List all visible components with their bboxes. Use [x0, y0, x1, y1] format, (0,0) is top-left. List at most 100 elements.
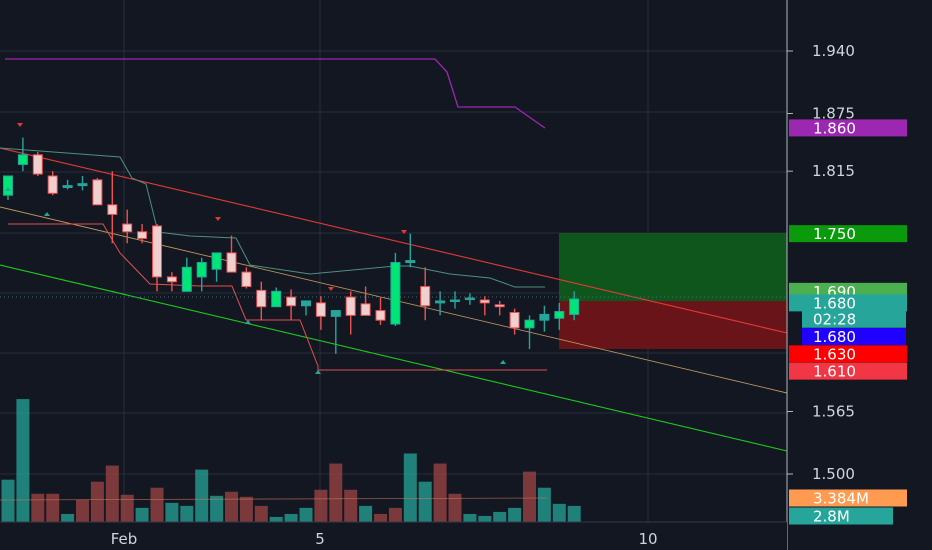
candle-body: [345, 296, 356, 316]
volume-bar: [165, 502, 179, 522]
drawings: [0, 58, 788, 452]
candle-body: [301, 300, 311, 307]
volume-tag: [789, 489, 907, 507]
candle-body: [3, 175, 13, 196]
candle[interactable]: [241, 267, 252, 289]
volume-tag: [789, 507, 893, 525]
candle[interactable]: [405, 233, 416, 268]
candle-body: [226, 252, 237, 273]
green-channel-line[interactable]: [0, 264, 788, 452]
candle-body: [152, 225, 162, 278]
candle[interactable]: [509, 308, 520, 335]
candle-body: [494, 304, 505, 308]
candle[interactable]: [375, 297, 386, 325]
volume-bar: [1, 479, 15, 522]
candle-body: [211, 252, 222, 270]
red-support-line[interactable]: [8, 223, 547, 371]
volume-bar: [105, 465, 119, 522]
price-axis-label: 1.940: [812, 42, 855, 60]
price-tag: [789, 362, 907, 380]
time-axis-background: [0, 522, 787, 550]
volume-bar: [31, 493, 45, 522]
volume-bar: [239, 496, 253, 522]
price-tag-label: 1.680: [813, 328, 856, 346]
candle[interactable]: [77, 175, 88, 191]
fractal-down-marker: [401, 230, 407, 234]
price-axis-label: 1.875: [812, 104, 855, 122]
candle[interactable]: [17, 137, 28, 172]
candle-body: [330, 310, 341, 317]
candle[interactable]: [539, 305, 550, 332]
volume-bar: [418, 481, 432, 522]
candle-body: [32, 154, 43, 175]
time-axis[interactable]: Feb 5 10: [0, 521, 787, 550]
candle[interactable]: [450, 291, 460, 309]
candle-body: [450, 299, 460, 302]
price-axis[interactable]: 1.940 1.875 1.815 1.565 1.500: [787, 42, 855, 483]
candle[interactable]: [554, 302, 565, 330]
candle[interactable]: [271, 287, 282, 308]
candle[interactable]: [62, 179, 73, 190]
candle[interactable]: [107, 171, 118, 244]
volume-bar: [46, 493, 60, 522]
volume-bar: [537, 487, 551, 522]
candle[interactable]: [226, 235, 237, 273]
volume-bar: [135, 507, 149, 522]
purple-average-line[interactable]: [5, 58, 546, 129]
teal-trailing-line[interactable]: [0, 147, 545, 288]
candle[interactable]: [166, 272, 177, 292]
candle[interactable]: [464, 293, 475, 305]
candle[interactable]: [137, 224, 148, 244]
time-axis-label: Feb: [111, 530, 138, 548]
volume-average-line: [0, 497, 548, 501]
candle-body: [405, 260, 416, 263]
candle[interactable]: [330, 310, 341, 354]
candle[interactable]: [479, 296, 490, 316]
candle[interactable]: [286, 289, 297, 321]
candle[interactable]: [494, 300, 505, 316]
price-axis-label: 1.500: [812, 465, 855, 483]
time-axis-label: 10: [638, 530, 657, 548]
target-zone[interactable]: [559, 233, 787, 301]
candle-body: [539, 313, 550, 321]
red-trendline[interactable]: [0, 147, 788, 334]
candle[interactable]: [92, 177, 103, 206]
volume-bar: [448, 493, 462, 522]
candle-body: [360, 303, 371, 316]
fractal-up-marker: [5, 187, 11, 191]
volume-bar: [552, 503, 566, 522]
candle[interactable]: [211, 252, 222, 282]
volume-bar: [493, 511, 507, 522]
candle[interactable]: [315, 296, 326, 330]
candle-body: [107, 204, 118, 215]
candle-body: [435, 300, 446, 304]
candle[interactable]: [569, 291, 580, 321]
volume-bar: [195, 469, 209, 522]
candle[interactable]: [420, 267, 431, 321]
stop-zone[interactable]: [559, 301, 787, 349]
candle-body: [375, 310, 386, 321]
candle[interactable]: [47, 171, 58, 196]
candle[interactable]: [181, 257, 192, 292]
volume-bar: [463, 513, 477, 522]
candle[interactable]: [32, 151, 43, 176]
candle[interactable]: [301, 300, 311, 316]
volume-bar: [508, 507, 522, 522]
volume-bar: [180, 505, 194, 522]
candle[interactable]: [390, 252, 401, 326]
candle[interactable]: [196, 257, 207, 292]
price-tags: 1.8601.7501.6901.68002:281.6801.6301.610…: [789, 119, 907, 526]
candle[interactable]: [360, 286, 371, 316]
candle[interactable]: [345, 291, 356, 335]
candle[interactable]: [122, 209, 133, 244]
candle-body: [286, 296, 297, 307]
price-tag-label: 02:28: [813, 311, 856, 329]
candles[interactable]: [3, 137, 580, 354]
volume-bar: [76, 499, 89, 522]
candle[interactable]: [152, 224, 162, 292]
fractal-up-marker: [315, 370, 321, 374]
candle[interactable]: [524, 315, 535, 350]
candle[interactable]: [256, 281, 267, 321]
candle[interactable]: [435, 291, 446, 316]
